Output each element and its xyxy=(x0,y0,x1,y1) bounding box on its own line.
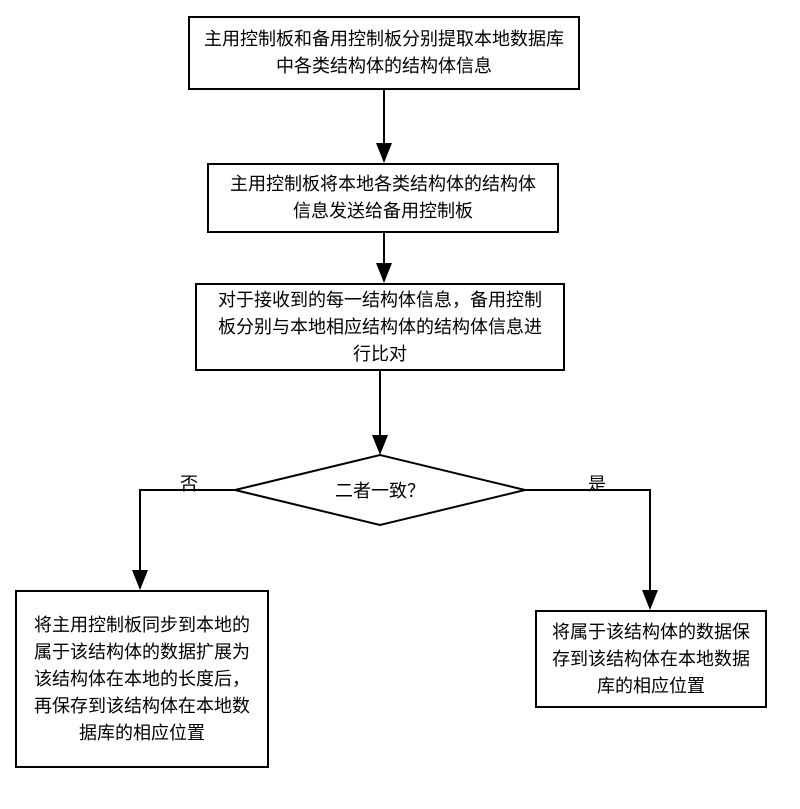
flow-result-no: 将主用控制板同步到本地的属于该结构体的数据扩展为该结构体在本地的长度后，再保存到… xyxy=(15,590,269,768)
flow-decision: 二者一致？ xyxy=(320,460,440,520)
label-no: 否 xyxy=(180,470,198,496)
flow-step-2-text: 主用控制板将本地各类结构体的结构体信息发送给备用控制板 xyxy=(223,171,543,225)
flow-step-2: 主用控制板将本地各类结构体的结构体信息发送给备用控制板 xyxy=(207,163,559,233)
flow-result-yes-text: 将属于该结构体的数据保存到该结构体在本地数据库的相应位置 xyxy=(551,619,751,700)
flow-result-yes: 将属于该结构体的数据保存到该结构体在本地数据库的相应位置 xyxy=(535,610,767,708)
flow-step-1-text: 主用控制板和备用控制板分别提取本地数据库中各类结构体的结构体信息 xyxy=(204,26,564,80)
flow-decision-text: 二者一致？ xyxy=(230,460,530,520)
flow-step-1: 主用控制板和备用控制板分别提取本地数据库中各类结构体的结构体信息 xyxy=(188,16,580,90)
label-yes: 是 xyxy=(588,470,606,496)
flow-result-no-text: 将主用控制板同步到本地的属于该结构体的数据扩展为该结构体在本地的长度后，再保存到… xyxy=(31,612,253,747)
flow-step-3-text: 对于接收到的每一结构体信息，备用控制板分别与本地相应结构体的结构体信息进行比对 xyxy=(211,287,549,368)
flow-step-3: 对于接收到的每一结构体信息，备用控制板分别与本地相应结构体的结构体信息进行比对 xyxy=(195,283,565,371)
